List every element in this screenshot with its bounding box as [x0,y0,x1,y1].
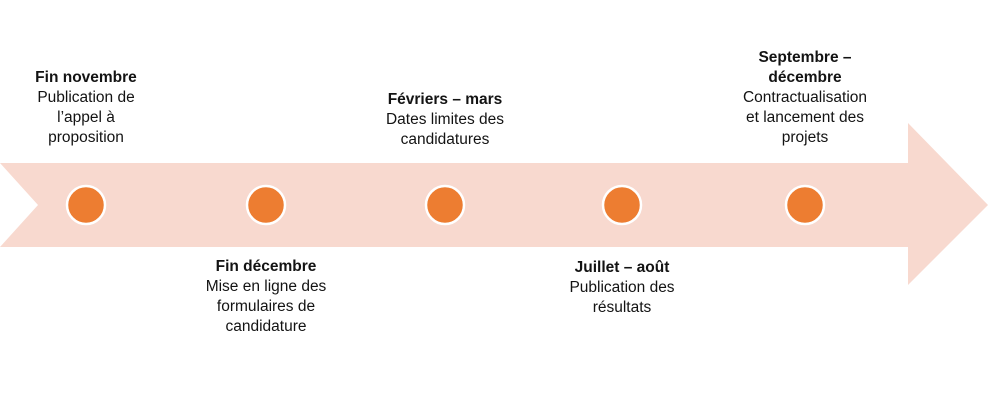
milestone-label-fin-decembre: Fin décembre Mise en ligne des formulair… [186,257,346,337]
milestone-label-fin-novembre: Fin novembre Publication de l’appel à pr… [11,68,161,148]
milestone-description: Publication de l’appel à proposition [37,89,135,146]
milestone-title: Juillet – août [574,259,670,276]
milestone-label-fevriers-mars: Févriers – mars Dates limites des candid… [365,90,525,150]
milestone-dot-3 [424,184,466,226]
milestone-title: Févriers – mars [387,91,503,108]
milestone-label-septembre-decembre: Septembre – décembre Contractualisation … [720,48,890,148]
milestone-dot-2 [245,184,287,226]
milestone-title: Septembre – décembre [758,49,852,86]
milestone-dot-5 [784,184,826,226]
milestone-title: Fin décembre [215,258,317,275]
milestone-dot-4 [601,184,643,226]
milestone-description: Publication des résultats [569,279,675,316]
milestone-title: Fin novembre [35,69,137,86]
timeline-arrow-shape [0,123,988,285]
milestone-description: Contractualisation et lancement des proj… [742,89,868,146]
milestone-description: Dates limites des candidatures [385,111,504,148]
milestone-description: Mise en ligne des formulaires de candida… [205,278,327,335]
milestone-dot-1 [65,184,107,226]
milestone-label-juillet-aout: Juillet – août Publication des résultats [542,258,702,318]
